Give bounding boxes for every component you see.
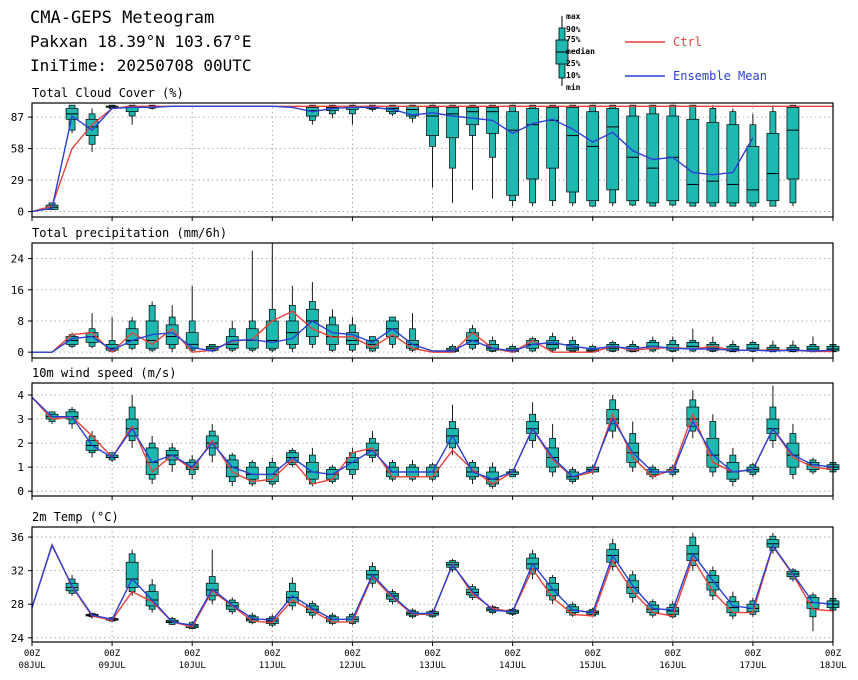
- panel-title: 10m wind speed (m/s): [32, 366, 177, 380]
- box-inner: [85, 118, 99, 136]
- y-tick-label: 32: [11, 565, 24, 578]
- box-inner: [606, 108, 620, 191]
- legend-line-label: Ensemble Mean: [673, 69, 767, 83]
- box-inner: [466, 106, 479, 126]
- box-inner: [65, 411, 79, 420]
- x-tick-label-date: 10JUL: [179, 661, 206, 671]
- box-inner: [706, 122, 720, 204]
- y-tick-label: 87: [11, 111, 24, 124]
- box-inner: [746, 344, 760, 351]
- y-tick-label: 29: [11, 174, 24, 187]
- ensemble-mean-line: [31, 105, 754, 213]
- x-tick-label-hour: 00Z: [504, 649, 521, 659]
- y-tick-label: 24: [11, 632, 25, 645]
- y-tick-label: 3: [17, 413, 24, 426]
- x-tick-label-hour: 00Z: [585, 649, 602, 659]
- x-tick-label-hour: 00Z: [665, 649, 682, 659]
- box-inner: [766, 418, 780, 434]
- x-tick-label-date: 11JUL: [259, 661, 286, 671]
- box-inner: [706, 437, 720, 468]
- ctrl-line: [31, 396, 834, 485]
- y-tick-label: 0: [17, 206, 24, 219]
- ensemble-mean-line: [31, 396, 834, 480]
- init-time-label: IniTime: 20250708 00UTC: [30, 56, 252, 75]
- x-tick-label-date: 12JUL: [339, 661, 366, 671]
- x-tick-label-hour: 00Z: [424, 649, 441, 659]
- legend-box-label: min: [566, 82, 581, 92]
- panel-title: Total Cloud Cover (%): [32, 86, 184, 100]
- x-tick-label-hour: 00Z: [184, 649, 201, 659]
- box-inner: [446, 106, 459, 139]
- y-tick-label: 36: [11, 531, 24, 544]
- ensemble-mean-line: [32, 320, 834, 353]
- location-label: Pakxan 18.39°N 103.67°E: [30, 32, 252, 51]
- x-tick-label-date: 09JUL: [99, 661, 126, 671]
- box-inner: [426, 106, 439, 136]
- box-inner: [185, 332, 199, 349]
- box-inner: [686, 118, 700, 204]
- box-inner: [506, 111, 519, 196]
- legend-line-label: Ctrl: [673, 35, 702, 49]
- box-inner: [606, 409, 620, 425]
- box-inner: [526, 108, 539, 180]
- box-inner: [326, 324, 339, 345]
- box-inner: [486, 344, 499, 351]
- box-inner: [726, 461, 740, 480]
- y-tick-label: 8: [17, 315, 24, 328]
- x-tick-label-date: 17JUL: [739, 661, 766, 671]
- panel-frame: [31, 382, 834, 497]
- y-tick-label: 28: [11, 598, 24, 611]
- panel-frame: [31, 242, 834, 359]
- box-outer: [409, 328, 416, 351]
- box-inner: [766, 133, 780, 202]
- box-inner: [225, 336, 239, 349]
- box-inner: [626, 115, 640, 202]
- x-tick-label-hour: 00Z: [825, 649, 842, 659]
- legend-box-label: 90%: [566, 25, 581, 34]
- legend-box-label: 25%: [566, 59, 581, 68]
- panel-title: 2m Temp (°C): [32, 510, 119, 524]
- box-inner: [786, 106, 800, 180]
- legend-box-label: median: [566, 46, 595, 56]
- y-tick-label: 0: [17, 346, 24, 359]
- ensemble-mean-line: [31, 543, 834, 626]
- x-tick-label-hour: 00Z: [24, 649, 41, 659]
- x-tick-label-date: 15JUL: [579, 661, 606, 671]
- box-inner: [245, 466, 259, 480]
- panel-frame: [31, 102, 834, 218]
- legend-box-label: 10%: [566, 71, 581, 80]
- y-tick-label: 58: [11, 143, 24, 156]
- y-tick-label: 4: [17, 389, 24, 402]
- box-inner: [746, 146, 760, 204]
- x-tick-label-hour: 00Z: [264, 649, 281, 659]
- figure-title: CMA-GEPS Meteogram: [30, 8, 215, 28]
- x-tick-label-hour: 00Z: [104, 649, 121, 659]
- box-inner: [586, 111, 600, 202]
- box-inner: [546, 106, 560, 169]
- panel-frame: [31, 526, 834, 643]
- legend-box-label: 75%: [566, 35, 581, 44]
- x-tick-label-date: 13JUL: [419, 661, 446, 671]
- box-inner: [306, 461, 319, 480]
- y-tick-label: 2: [17, 437, 24, 450]
- x-tick-label-hour: 00Z: [344, 649, 361, 659]
- y-tick-label: 24: [11, 253, 25, 266]
- legend-box-label: max: [566, 12, 581, 21]
- box-inner: [726, 124, 740, 204]
- box-inner: [125, 561, 139, 588]
- x-tick-label-date: 16JUL: [659, 661, 686, 671]
- box-inner: [566, 106, 580, 193]
- x-tick-label-date: 18JUL: [819, 661, 846, 671]
- y-tick-label: 1: [17, 461, 24, 474]
- box-inner: [165, 324, 179, 345]
- panel-title: Total precipitation (mm/6h): [32, 226, 227, 240]
- box-inner: [346, 332, 359, 345]
- x-tick-label-date: 08JUL: [18, 661, 45, 671]
- x-tick-label-date: 14JUL: [499, 661, 526, 671]
- x-tick-label-hour: 00Z: [745, 649, 762, 659]
- y-tick-label: 16: [11, 284, 24, 297]
- y-tick-label: 0: [17, 485, 24, 498]
